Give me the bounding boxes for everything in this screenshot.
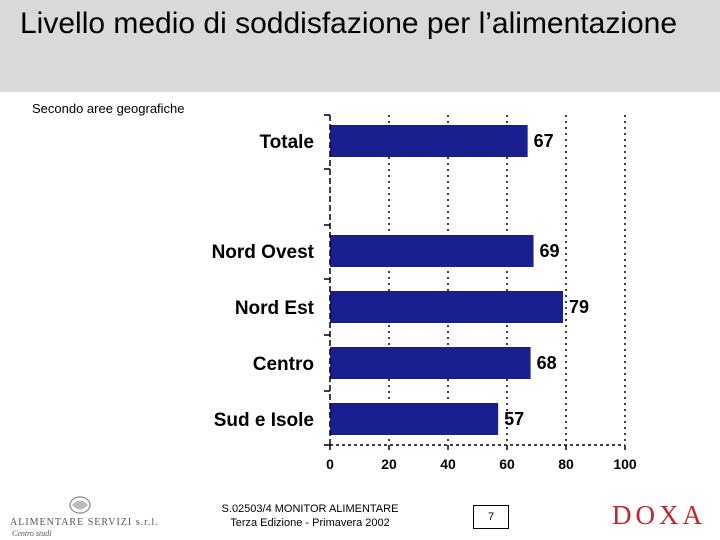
- company-subtitle: Centro studi: [12, 529, 52, 538]
- bar-chart: Totale Nord Ovest Nord Est Centro Sud e Isol…: [212, 114, 637, 472]
- category-label: Sud e Isole: [214, 410, 314, 431]
- bar: [330, 347, 531, 379]
- bar: [330, 235, 534, 267]
- chart-gridlines: [388, 115, 626, 445]
- category-label: Centro: [253, 354, 314, 375]
- footer-report-info: S.02503/4 MONITOR ALIMENTARE Terza Edizi…: [180, 502, 440, 530]
- chart-bars: [330, 125, 564, 435]
- x-tick-label: 60: [499, 456, 515, 472]
- category-label: Nord Est: [235, 298, 315, 319]
- title-band: [0, 0, 720, 92]
- data-label: 67: [534, 131, 554, 151]
- data-label: 79: [569, 297, 589, 317]
- x-tick-label: 0: [326, 456, 334, 472]
- crest-icon: [69, 496, 91, 514]
- page-subtitle: Secondo aree geografiche: [32, 101, 185, 116]
- data-label: 69: [540, 241, 560, 261]
- x-tick-label: 100: [613, 456, 637, 472]
- x-tick-label: 40: [440, 456, 456, 472]
- category-label: Totale: [259, 132, 314, 153]
- doxa-logo: DOXA: [612, 500, 706, 530]
- data-label: 68: [537, 353, 557, 373]
- bar: [330, 125, 528, 157]
- report-code: S.02503/4 MONITOR ALIMENTARE: [221, 503, 399, 515]
- x-tick-label: 20: [381, 456, 397, 472]
- bar: [330, 403, 499, 435]
- x-tick-label: 80: [558, 456, 574, 472]
- data-label: 57: [504, 409, 524, 429]
- company-name: ALIMENTARE SERVIZI s.r.l.: [10, 517, 159, 528]
- page-title: Livello medio di soddisfazione per l’ali…: [20, 7, 678, 40]
- chart-axes: [324, 114, 626, 450]
- bar: [330, 291, 564, 323]
- chart-labels: Totale Nord Ovest Nord Est Centro Sud e Isol…: [212, 131, 637, 472]
- category-label: Nord Ovest: [212, 242, 315, 263]
- page-number: 7: [473, 505, 509, 529]
- report-edition: Terza Edizione - Primavera 2002: [230, 517, 390, 529]
